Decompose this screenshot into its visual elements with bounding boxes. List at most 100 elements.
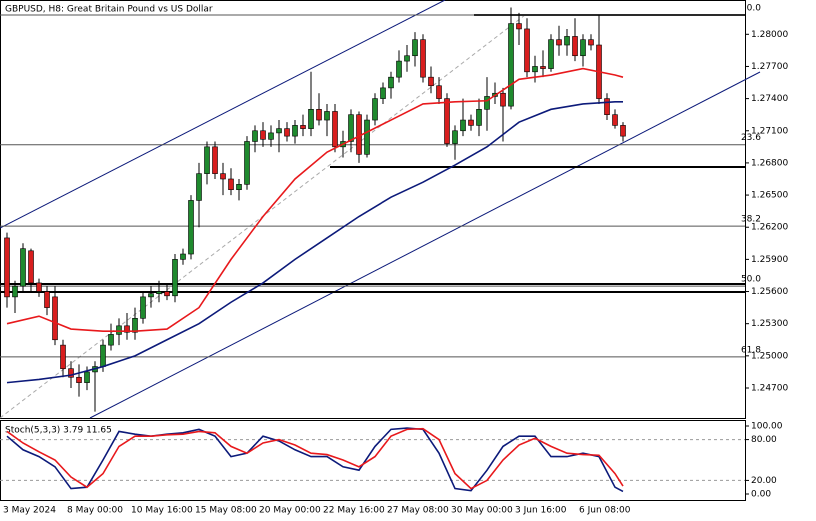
candle-body xyxy=(388,76,394,89)
y-tick-label: 1.26200 xyxy=(751,223,788,233)
candle-body xyxy=(52,296,58,341)
y-tick-label: 100.00 xyxy=(751,421,783,431)
x-tick-label: 10 May 16:00 xyxy=(131,506,193,516)
candle-body xyxy=(60,344,66,369)
y-tick-label: 80.00 xyxy=(751,435,777,445)
candle-body xyxy=(476,109,482,126)
fib-label: 23.6 xyxy=(741,133,761,143)
candle-body xyxy=(420,39,426,78)
x-tick-label: 15 May 08:00 xyxy=(195,506,257,516)
stoch-title: Stoch(5,3,3) 3.79 11.65 xyxy=(5,426,112,436)
candle-body xyxy=(268,132,274,140)
moving-average xyxy=(6,101,623,384)
y-tick-label: 1.24700 xyxy=(751,383,788,393)
candle-body xyxy=(244,141,250,185)
candle-body xyxy=(468,119,474,126)
candle-body xyxy=(284,128,290,137)
y-tick-label: 1.27700 xyxy=(751,62,788,72)
y-tick-label: 20.00 xyxy=(751,476,777,486)
candle-body xyxy=(516,23,522,30)
stoch-frame xyxy=(0,420,746,501)
candle-body xyxy=(372,98,378,121)
candle-body xyxy=(132,318,138,333)
candle-body xyxy=(444,98,450,144)
candle-body xyxy=(164,291,170,297)
channel-lower xyxy=(89,71,761,419)
x-tick-label: 3 Jun 16:00 xyxy=(515,506,567,516)
fib-label: 0.0 xyxy=(747,4,762,14)
candle-body xyxy=(308,109,314,129)
candle-body xyxy=(364,119,370,155)
candle-body xyxy=(20,248,26,287)
candle-body xyxy=(460,119,466,132)
candle-body xyxy=(188,200,194,255)
y-tick-label: 1.26500 xyxy=(751,191,788,201)
candle-body xyxy=(124,325,130,333)
candle-body xyxy=(396,60,402,78)
candle-body xyxy=(300,125,306,129)
candle-body xyxy=(116,325,122,335)
fib-label: 61.8 xyxy=(741,345,761,355)
x-tick-label: 30 May 00:00 xyxy=(451,506,513,516)
y-tick-label: 1.25600 xyxy=(751,287,788,297)
candle-body xyxy=(36,282,42,292)
candle-body xyxy=(564,36,570,46)
candle-body xyxy=(348,114,354,142)
candle-body xyxy=(100,344,106,367)
candle-body xyxy=(76,376,82,383)
candle-body xyxy=(44,291,50,308)
candle-body xyxy=(580,39,586,57)
moving-average xyxy=(6,67,624,332)
candle-body xyxy=(620,125,626,137)
candle-body xyxy=(12,285,18,298)
y-tick-label: 1.28000 xyxy=(751,30,788,40)
candle-body xyxy=(276,128,282,134)
candle-body xyxy=(436,85,442,99)
candle-body xyxy=(316,109,322,121)
candle-body xyxy=(68,368,74,378)
candle-body xyxy=(540,66,546,69)
stoch-line xyxy=(6,427,624,490)
x-tick-label: 20 May 00:00 xyxy=(259,506,321,516)
candle-body xyxy=(604,98,610,115)
candle-body xyxy=(452,130,458,144)
candle-body xyxy=(260,130,266,140)
x-tick-label: 6 Jun 08:00 xyxy=(579,506,631,516)
candle-body xyxy=(28,250,34,284)
main-frame xyxy=(0,0,746,419)
candle-body xyxy=(148,293,154,298)
candle-body xyxy=(172,259,178,297)
candle-body xyxy=(180,253,186,260)
candle-body xyxy=(220,173,226,180)
candle-body xyxy=(196,173,202,201)
candle-body xyxy=(292,125,298,137)
candle-body xyxy=(4,237,10,298)
candle-body xyxy=(508,23,514,107)
candle-body xyxy=(140,296,146,319)
candle-body xyxy=(548,39,554,69)
candle-body xyxy=(380,87,386,99)
candle-body xyxy=(500,92,506,107)
candle-body xyxy=(532,66,538,73)
candle-body xyxy=(412,39,418,57)
candle-body xyxy=(156,291,162,294)
y-tick-label: 1.26800 xyxy=(751,158,788,168)
candle-body xyxy=(84,371,90,383)
y-tick-label: 1.25900 xyxy=(751,255,788,265)
candle-body xyxy=(556,39,562,46)
candle-body xyxy=(228,178,234,191)
y-tick-label: 0.00 xyxy=(751,490,771,500)
channel-upper xyxy=(0,0,446,229)
candle-body xyxy=(404,55,410,62)
candle-body xyxy=(252,130,258,142)
fib-label: 50.0 xyxy=(741,275,761,285)
stoch-line xyxy=(6,427,624,493)
candle-body xyxy=(428,76,434,87)
y-tick-label: 1.25300 xyxy=(751,319,788,329)
candle-body xyxy=(612,114,618,126)
candle-body xyxy=(484,96,490,110)
candle-body xyxy=(204,146,210,174)
y-tick-label: 1.27100 xyxy=(751,126,788,136)
